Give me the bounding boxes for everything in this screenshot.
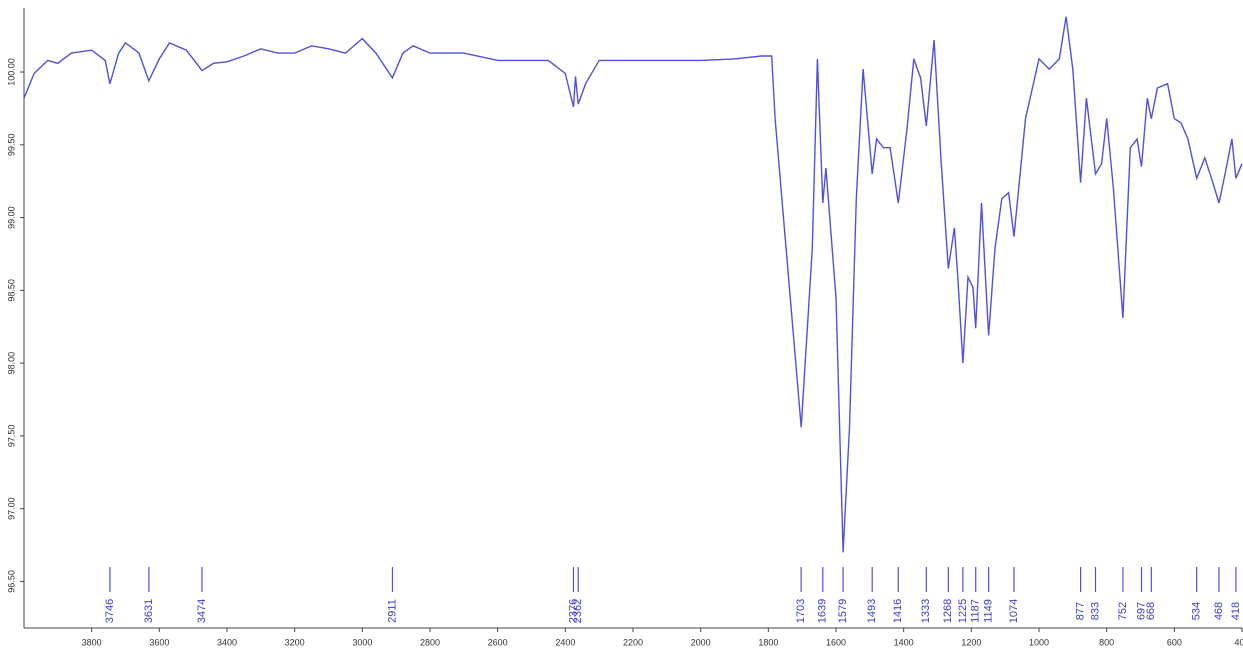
peak-label: 534 xyxy=(1191,602,1203,620)
x-tick-label: 2400 xyxy=(555,637,575,647)
y-tick-label: 99.50 xyxy=(6,134,16,157)
peak-label: 418 xyxy=(1230,602,1242,620)
peak-label: 2376 xyxy=(567,599,579,623)
spectrum-line xyxy=(23,16,1243,553)
peak-label: 1268 xyxy=(942,599,954,623)
y-tick-label: 96.50 xyxy=(6,570,16,593)
peak-label: 833 xyxy=(1089,602,1101,620)
peak-label: 3631 xyxy=(143,599,155,623)
x-tick-label: 1000 xyxy=(1029,637,1049,647)
x-tick-label: 2200 xyxy=(623,637,643,647)
x-tick-label: 1400 xyxy=(894,637,914,647)
peak-label: 1416 xyxy=(892,599,904,623)
peak-label: 877 xyxy=(1075,602,1087,620)
peak-label: 3474 xyxy=(196,599,208,623)
x-tick-label: 3800 xyxy=(82,637,102,647)
peak-label: 2362 xyxy=(572,599,584,623)
peak-label: 1493 xyxy=(866,599,878,623)
x-tick-label: 400 xyxy=(1234,637,1243,647)
x-tick-label: 3600 xyxy=(149,637,169,647)
y-tick-label: 98.00 xyxy=(6,352,16,375)
peak-label: 1579 xyxy=(837,599,849,623)
peak-label: 2911 xyxy=(386,599,398,623)
peak-label: 668 xyxy=(1145,602,1157,620)
x-tick-label: 600 xyxy=(1167,637,1182,647)
x-tick-label: 2800 xyxy=(420,637,440,647)
peak-label: 468 xyxy=(1213,602,1225,620)
x-tick-label: 3200 xyxy=(285,637,305,647)
x-tick-label: 2000 xyxy=(691,637,711,647)
x-tick-label: 800 xyxy=(1099,637,1114,647)
y-tick-label: 100.00 xyxy=(6,58,16,86)
x-tick-label: 1600 xyxy=(826,637,846,647)
y-tick-label: 98.50 xyxy=(6,279,16,302)
y-tick-label: 99.00 xyxy=(6,206,16,229)
peak-label: 1149 xyxy=(982,599,994,623)
peak-label: 3746 xyxy=(104,599,116,623)
x-tick-label: 1200 xyxy=(961,637,981,647)
peak-label: 752 xyxy=(1117,602,1129,620)
x-tick-label: 2600 xyxy=(488,637,508,647)
peak-label: 697 xyxy=(1135,602,1147,620)
x-tick-label: 3400 xyxy=(217,637,237,647)
y-tick-label: 97.00 xyxy=(6,497,16,520)
peak-label: 1074 xyxy=(1008,599,1020,623)
x-tick-label: 3000 xyxy=(352,637,372,647)
peak-label: 1333 xyxy=(920,599,932,623)
peak-label: 1703 xyxy=(795,599,807,623)
x-tick-label: 1800 xyxy=(758,637,778,647)
y-tick-label: 97.50 xyxy=(6,425,16,448)
peak-label: 1187 xyxy=(970,599,982,623)
peak-label: 1639 xyxy=(817,599,829,623)
peak-label: 1225 xyxy=(957,599,969,623)
